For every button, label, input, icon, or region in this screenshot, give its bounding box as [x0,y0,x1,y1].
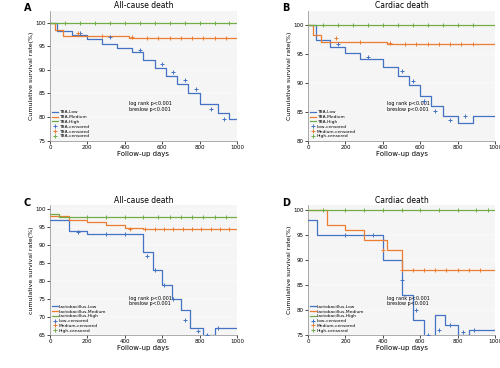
X-axis label: Follow-up days: Follow-up days [376,151,428,157]
X-axis label: Follow-up days: Follow-up days [118,151,170,157]
Text: C: C [24,198,31,208]
Text: log rank p<0.001
breslow p<0.001: log rank p<0.001 breslow p<0.001 [386,296,430,307]
Text: log rank p<0.001
breslow p<0.001: log rank p<0.001 breslow p<0.001 [128,101,172,112]
Legend: Lactobacillus-Low, Lactobacillus-Medium, Lactobacillus-High, Low-censored, Mediu: Lactobacillus-Low, Lactobacillus-Medium,… [52,305,106,333]
Legend: TBA-Low, TBA-Medium, TBA-High, Low-censored, Medium-censored, High-censored: TBA-Low, TBA-Medium, TBA-High, Low-censo… [310,110,356,138]
Y-axis label: Cumulative survival rate(%): Cumulative survival rate(%) [287,226,292,314]
Title: Cardiac death: Cardiac death [374,1,428,10]
Title: All-cause death: All-cause death [114,1,173,10]
Text: B: B [282,3,289,13]
Text: log rank p<0.001
breslow p<0.001: log rank p<0.001 breslow p<0.001 [386,101,430,112]
Legend: Lactobacillus-Low, Lactobacillus-Medium, Lactobacillus-High, Low-censored, Mediu: Lactobacillus-Low, Lactobacillus-Medium,… [310,305,364,333]
Text: log rank p<0.001
breslow p<0.001: log rank p<0.001 breslow p<0.001 [128,296,172,307]
X-axis label: Follow-up days: Follow-up days [376,346,428,351]
Legend: TBA-Low, TBA-Medium, TBA-High, TBA-censored, TBA-censored, TBA-censored: TBA-Low, TBA-Medium, TBA-High, TBA-censo… [52,110,89,138]
Title: All-cause death: All-cause death [114,195,173,205]
Text: A: A [24,3,32,13]
Y-axis label: Cumulative survival rate(%): Cumulative survival rate(%) [287,32,292,120]
Title: Cardiac death: Cardiac death [374,195,428,205]
Text: D: D [282,198,290,208]
X-axis label: Follow-up days: Follow-up days [118,346,170,351]
Y-axis label: cumulative survival rate(%): cumulative survival rate(%) [29,226,34,314]
Y-axis label: Cumulative survival rate(%): Cumulative survival rate(%) [29,32,34,120]
